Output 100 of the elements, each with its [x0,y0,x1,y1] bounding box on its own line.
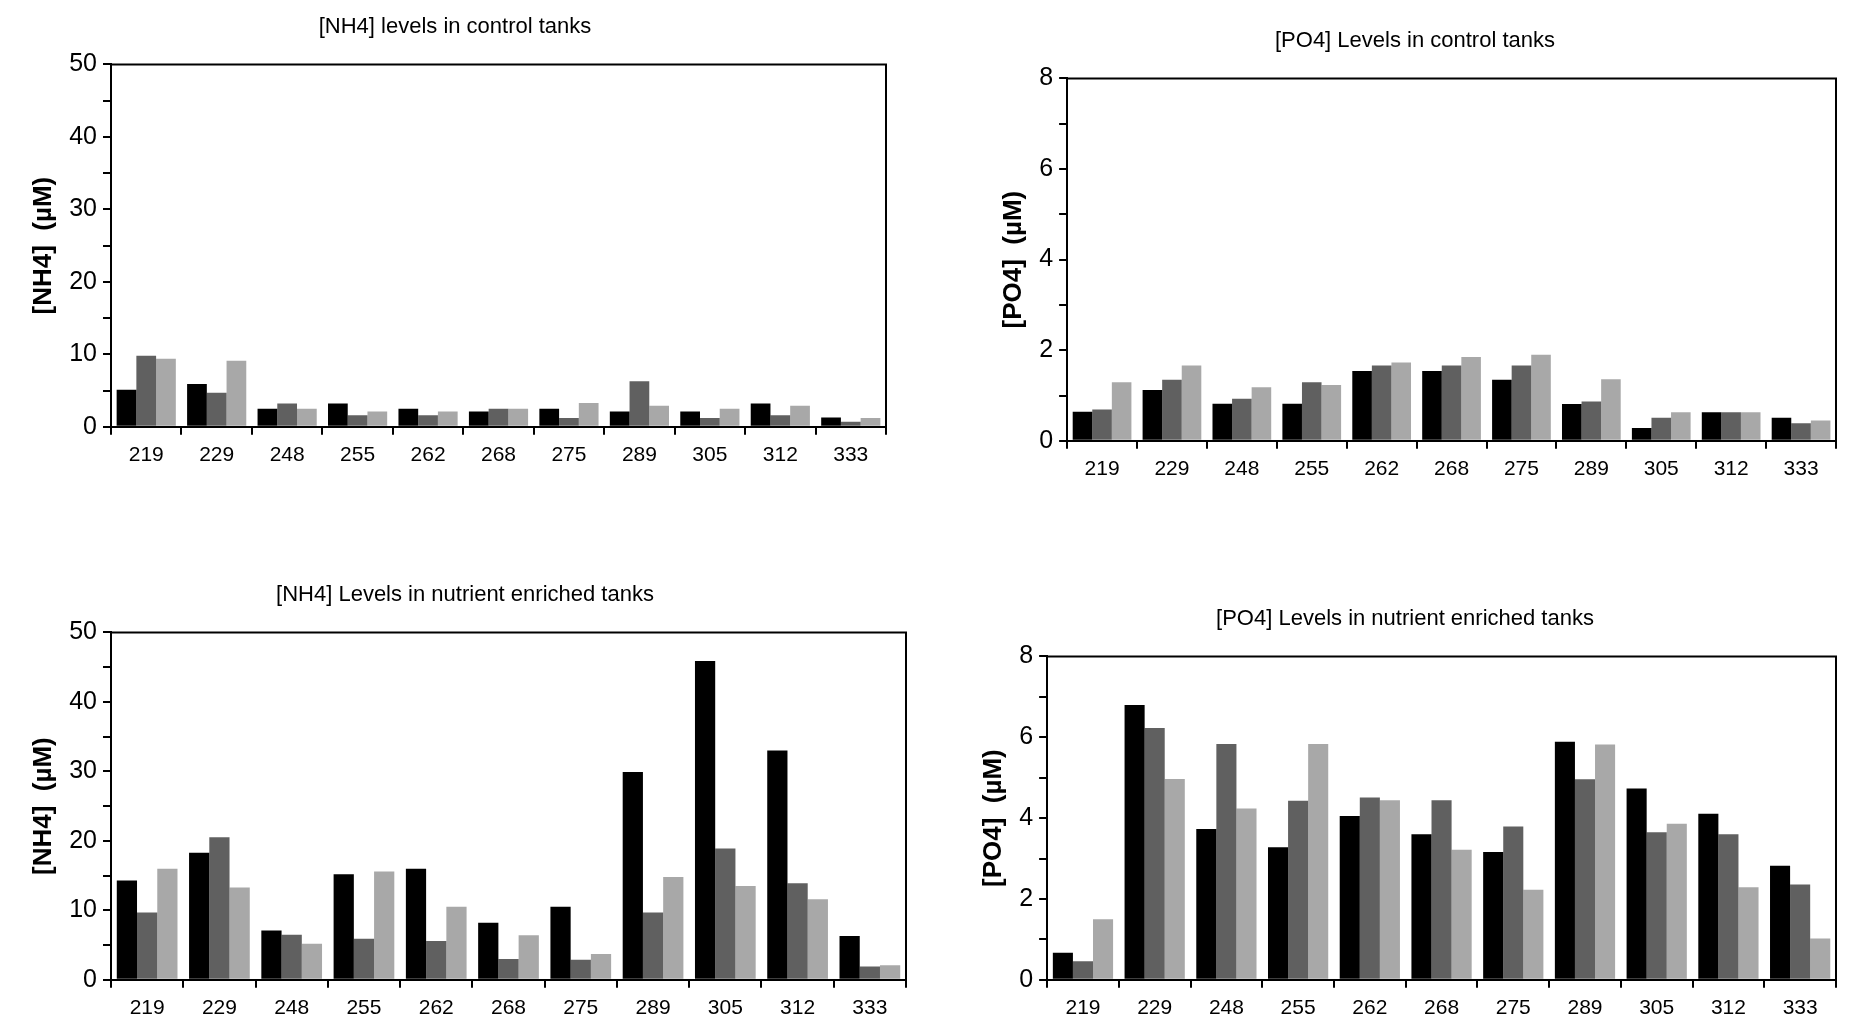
bar [374,871,395,979]
bar [1308,744,1329,979]
bar [1666,823,1687,979]
bar [735,886,756,979]
x-tick-label: 248 [1224,456,1260,480]
bar [301,943,323,979]
bar [437,411,458,426]
bar [1371,365,1392,440]
y-axis-title: [NH4] (µM) [26,176,57,315]
x-tick-label: 255 [1280,995,1316,1019]
bar [642,912,664,979]
bar [1288,800,1309,979]
bar [1072,961,1093,979]
x-tick-label: 312 [762,442,798,466]
x-tick-label: 312 [780,995,816,1019]
bar [1164,778,1185,979]
x-tick-label: 275 [1503,456,1539,480]
bar [367,411,388,426]
y-tick-label: 10 [69,338,98,367]
bar [209,837,230,979]
bar [1092,409,1112,440]
y-tick-label: 4 [1019,801,1034,830]
y-tick-label: 2 [1039,334,1054,363]
bar [446,906,467,979]
x-tick-label: 229 [199,442,235,466]
bar [1810,420,1831,440]
x-tick-label: 305 [1639,995,1675,1019]
y-tick-label: 6 [1039,152,1054,181]
y-tick-label: 0 [83,410,98,439]
chart-title: [NH4] Levels in nutrient enriched tanks [276,581,654,607]
bar [136,355,157,426]
x-tick-label: 268 [1424,995,1460,1019]
bar [1718,834,1739,979]
y-tick-label: 8 [1039,62,1054,91]
bar [700,418,720,426]
bar [719,408,740,426]
bar [1738,887,1759,979]
y-tick-label: 50 [69,48,98,77]
bar [590,954,612,979]
x-tick-label: 262 [418,995,454,1019]
x-tick-label: 305 [1643,456,1679,480]
x-tick-label: 248 [274,995,310,1019]
bar [137,912,158,979]
bar [1791,423,1811,440]
y-tick-label: 20 [69,265,98,294]
bar [1595,744,1616,979]
x-tick-label: 262 [410,442,446,466]
bar [229,887,250,979]
x-tick-label: 229 [1154,456,1190,480]
y-tick-label: 40 [69,120,98,149]
x-tick-label: 289 [1573,456,1609,480]
y-axis-title: [PO4] (µM) [976,749,1007,887]
x-tick-label: 305 [692,442,728,466]
bar [1651,417,1672,440]
y-tick-label: 30 [69,193,98,222]
y-tick-label: 0 [83,963,98,992]
x-tick-label: 289 [1567,995,1603,1019]
bar [1581,401,1602,440]
x-tick-label: 333 [1783,456,1819,480]
y-tick-label: 0 [1039,424,1054,453]
y-tick-label: 10 [69,894,98,923]
bar [1531,354,1551,440]
y-tick-label: 0 [1019,963,1034,992]
bar [1451,849,1472,979]
y-tick-label: 6 [1019,721,1034,750]
y-tick-label: 4 [1039,243,1054,272]
bar [1503,826,1524,979]
bar [1236,808,1257,979]
chart-title: [PO4] Levels in nutrient enriched tanks [1216,605,1594,631]
y-tick-label: 8 [1019,640,1034,669]
bar [1601,379,1621,440]
bar [649,405,669,426]
chart-title: [NH4] levels in control tanks [318,13,592,39]
x-tick-label: 219 [1084,456,1120,480]
bar [715,848,736,979]
x-tick-label: 275 [563,995,599,1019]
y-tick-label: 40 [69,685,98,714]
x-tick-label: 262 [1364,456,1400,480]
y-axis-title: [PO4] (µM) [996,190,1027,329]
bar [226,360,247,426]
bar [1740,412,1761,440]
x-tick-label: 219 [129,995,165,1019]
bar [807,899,828,979]
y-axis-title: [NH4] (µM) [26,737,57,875]
bar [157,868,178,979]
bar [1251,387,1272,440]
bar [629,381,650,426]
bar [790,405,810,426]
x-tick-label: 268 [490,995,527,1019]
bar [1511,365,1532,440]
bar [1461,357,1481,440]
bar [1441,365,1462,440]
x-tick-label: 305 [707,995,743,1019]
bar [281,934,302,979]
x-tick-label: 255 [346,995,382,1019]
bar [1144,727,1165,979]
bar [353,938,375,979]
bar [426,940,447,979]
bar [1431,800,1452,979]
bar [1574,779,1596,979]
